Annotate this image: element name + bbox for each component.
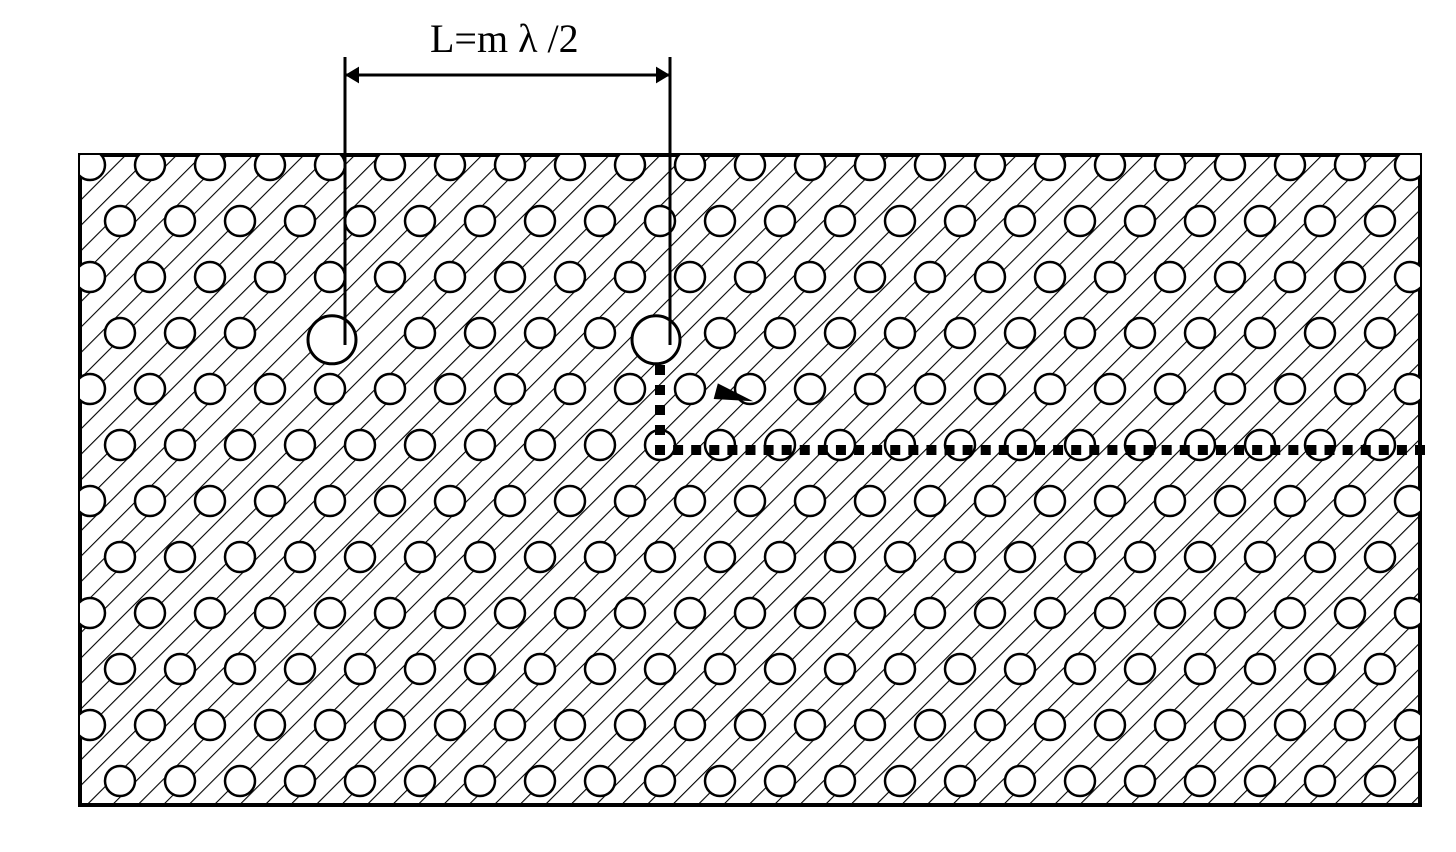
dimension-label: L=m λ /2 — [430, 15, 579, 62]
physics-schematic — [0, 0, 1456, 852]
